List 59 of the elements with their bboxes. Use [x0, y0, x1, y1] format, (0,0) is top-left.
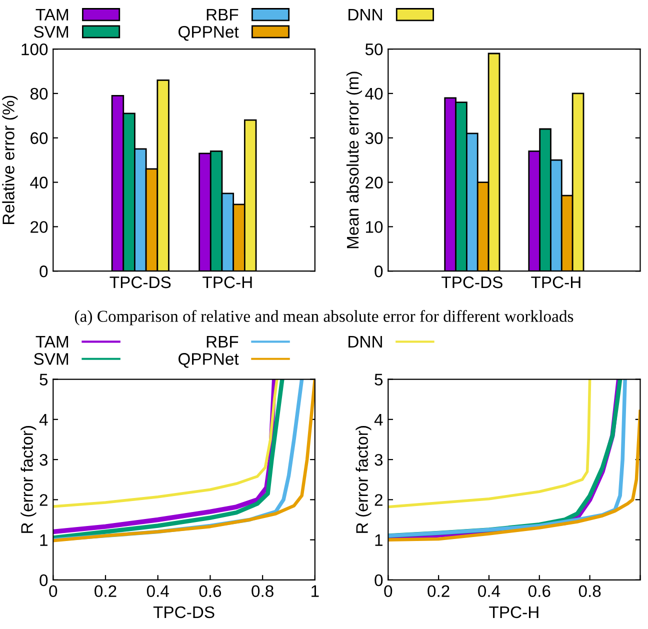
line-series: [388, 410, 640, 542]
y-tick-label: 1: [375, 534, 382, 546]
legend-label: RBF: [206, 336, 238, 348]
y-tick-label: 40: [365, 88, 383, 100]
y-tick-label: 30: [365, 132, 383, 144]
line-series: [388, 379, 592, 508]
x-tick-label: TPC-DS: [442, 276, 502, 288]
x-tick-label: TPC-H: [531, 276, 580, 288]
y-tick-label: 5: [374, 374, 383, 386]
y-axis-title: R (error factor): [20, 426, 36, 533]
x-tick-label: TPC-DS: [110, 276, 171, 288]
x-tick-label: 0.6: [528, 585, 550, 598]
x-tick-label: 0.4: [146, 585, 169, 598]
y-tick-label: 3: [374, 454, 383, 466]
legend-label: SVM: [34, 353, 68, 365]
x-axis-title: TPC-DS: [153, 606, 214, 618]
y-tick-label: 5: [40, 374, 48, 386]
y-tick-label: 0: [374, 574, 383, 586]
y-tick-label: 20: [366, 176, 383, 188]
y-tick-label: 0: [40, 266, 48, 278]
line-series: [53, 379, 278, 508]
x-tick-label: 1: [312, 585, 319, 597]
legend-label: TAM: [36, 8, 68, 20]
y-tick-label: 1: [40, 534, 48, 546]
x-axis-title: TPC-H: [489, 606, 538, 618]
x-tick-label: 0.6: [199, 585, 222, 598]
legend-label: DNN: [348, 336, 382, 348]
y-tick-label: 20: [30, 221, 48, 233]
text: (a) Comparison of relative and mean absolute error for different workloads: [74, 310, 574, 326]
y-tick-label: 4: [39, 414, 48, 426]
y-tick-label: 60: [30, 132, 48, 144]
y-tick-label: 2: [40, 494, 48, 506]
legend-label: TAM: [36, 336, 68, 348]
x-tick-label: 0: [49, 585, 58, 598]
legend-label: QPPNet: [178, 353, 239, 368]
y-axis-title: Relative error (%): [2, 96, 18, 224]
x-tick-label: 0: [384, 585, 392, 598]
y-tick-label: 100: [22, 43, 48, 56]
y-tick-label: 40: [30, 176, 48, 188]
y-tick-label: 80: [30, 88, 48, 100]
x-tick-label: 0.2: [428, 585, 450, 598]
x-tick-label: 0.4: [478, 585, 500, 598]
x-tick-label: 0.2: [94, 585, 116, 598]
legend-label: RBF: [206, 8, 238, 20]
y-tick-label: 0: [374, 266, 383, 278]
y-tick-label: 3: [40, 454, 48, 466]
y-axis-title: R (error factor): [356, 426, 372, 533]
x-tick-label: TPC-H: [202, 276, 252, 288]
y-tick-label: 50: [365, 43, 383, 56]
legend-label: DNN: [348, 8, 382, 20]
y-axis-title: Mean absolute error (m): [346, 72, 362, 248]
legend-label: QPPNet: [178, 26, 239, 41]
y-tick-label: 2: [374, 494, 382, 506]
y-tick-label: 10: [366, 221, 383, 233]
x-tick-label: 0.8: [252, 585, 274, 598]
legend-label: SVM: [34, 26, 68, 38]
y-tick-label: 4: [374, 414, 383, 426]
x-tick-label: 0.8: [578, 585, 601, 598]
y-tick-label: 0: [40, 574, 48, 586]
